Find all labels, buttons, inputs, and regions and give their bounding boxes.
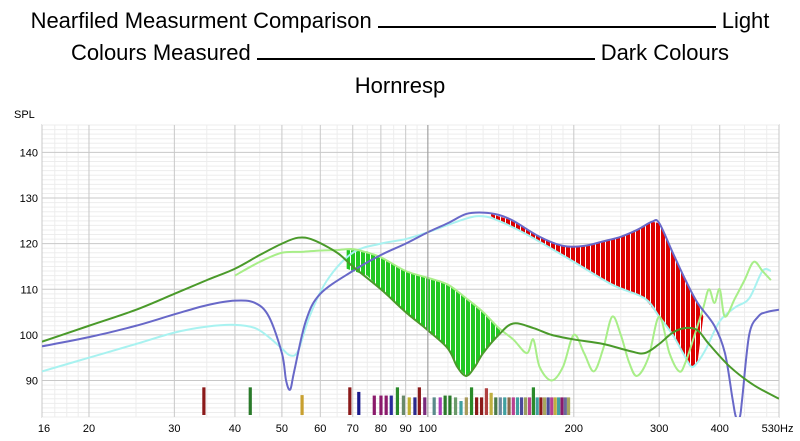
title-subtitle: Hornresp: [354, 73, 446, 98]
resonance-bar: [464, 397, 468, 415]
resonance-bar: [507, 397, 511, 415]
resonance-bar: [357, 391, 361, 415]
x-tick-label: 200: [565, 423, 583, 435]
resonance-bar: [202, 387, 206, 415]
resonance-bar: [389, 395, 393, 415]
resonance-bar: [475, 397, 479, 415]
y-tick-label: 90: [26, 376, 38, 388]
resonance-bar: [401, 395, 406, 415]
title-text-right-2: Dark Colours: [600, 40, 730, 65]
x-tick-label: 70: [347, 423, 359, 435]
y-tick-label: 130: [20, 193, 38, 205]
resonance-bar: [300, 395, 304, 415]
resonance-bars: [202, 387, 571, 415]
resonance-bar: [413, 397, 417, 415]
resonance-bar: [553, 397, 557, 415]
x-tick-label: 16: [38, 423, 50, 435]
resonance-bar: [546, 397, 550, 415]
resonance-bar: [407, 397, 411, 415]
resonance-bar: [432, 397, 436, 415]
resonance-bar: [443, 395, 447, 415]
y-axis-label: SPL: [14, 109, 35, 121]
resonance-bar: [511, 397, 515, 415]
x-tick-label: 400: [711, 423, 729, 435]
resonance-bar: [498, 397, 502, 415]
x-tick-label: 300: [650, 423, 668, 435]
resonance-bar: [542, 397, 547, 415]
title-text-left: Nearfiled Measurment Comparison: [30, 8, 372, 33]
series-dark-blue: [42, 211, 779, 417]
y-tick-label: 100: [20, 330, 38, 342]
y-tick-label: 110: [20, 284, 38, 296]
resonance-bar: [560, 397, 564, 415]
resonance-bar: [557, 397, 561, 415]
series-light-cyan: [42, 215, 772, 373]
resonance-bar: [384, 395, 388, 415]
grid-major: [41, 125, 780, 417]
resonance-bar: [563, 397, 567, 415]
resonance-bar: [417, 387, 421, 415]
series-light-green: [234, 248, 772, 382]
x-tick-label: 80: [375, 423, 387, 435]
x-tick-labels: 16 20 30 40 50 60 70 80 90 100 200 300 400 530: [38, 423, 780, 435]
resonance-bar: [550, 397, 554, 415]
title-text-left-2: Colours Measured: [70, 40, 251, 65]
resonance-bar: [484, 388, 489, 415]
x-axis-unit: Hz: [780, 423, 793, 435]
resonance-bar: [519, 397, 524, 415]
legend-line-measured: [377, 12, 716, 28]
title-text-right: Light: [721, 8, 770, 33]
resonance-bar: [453, 397, 458, 415]
difference-fills: [346, 213, 704, 376]
resonance-bar: [395, 387, 400, 415]
resonance-bar: [248, 387, 252, 415]
resonance-bar: [438, 397, 442, 415]
resonance-bar: [423, 397, 427, 415]
resonance-bar: [503, 397, 507, 415]
x-tick-label: 90: [400, 423, 412, 435]
resonance-bar: [348, 387, 352, 415]
resonance-bar: [459, 401, 463, 415]
resonance-bar: [539, 397, 543, 415]
resonance-bar: [566, 397, 571, 415]
series-dark-green: [42, 236, 779, 400]
resonance-bar: [479, 397, 484, 415]
x-tick-label: 60: [314, 423, 326, 435]
resonance-bar: [494, 397, 498, 415]
title-line-2: Colours Measured Dark Colours: [0, 40, 800, 66]
title-line-1: Nearfiled Measurment Comparison Light: [0, 8, 800, 34]
resonance-bar: [489, 392, 493, 415]
difference-fill-red: [491, 213, 704, 367]
y-tick-label: 140: [20, 147, 38, 159]
resonance-bar: [523, 397, 528, 415]
resonance-bar: [372, 395, 376, 415]
y-tick-label: 120: [20, 239, 38, 251]
x-tick-label: 40: [229, 423, 241, 435]
x-tick-label: 50: [276, 423, 288, 435]
resonance-bar: [379, 395, 383, 415]
resonance-bar: [448, 395, 452, 415]
title-line-3: Hornresp: [0, 73, 800, 99]
difference-fill-green: [346, 250, 504, 376]
resonance-bar: [531, 387, 535, 415]
resonance-bar: [515, 397, 520, 415]
y-tick-labels: 90 100 110 120 130 140: [20, 147, 38, 387]
resonance-bar: [535, 397, 539, 415]
x-tick-label: 20: [83, 423, 95, 435]
x-tick-label: 30: [168, 423, 180, 435]
legend-line-dark: [256, 44, 595, 60]
resonance-bar: [469, 387, 474, 415]
x-tick-label: 530: [762, 423, 780, 435]
resonance-bar: [527, 397, 532, 415]
x-tick-label: 100: [419, 423, 437, 435]
series-group: [42, 211, 779, 417]
